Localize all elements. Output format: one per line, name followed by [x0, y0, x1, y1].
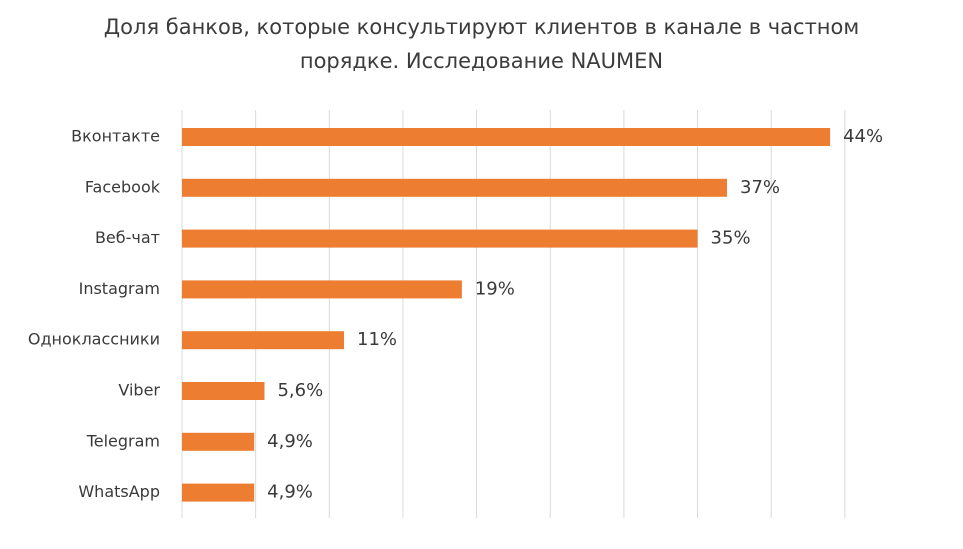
- chart-title-line-1: Доля банков, которые консультируют клиен…: [103, 15, 860, 39]
- gridlines: [181, 110, 846, 518]
- bar: [182, 382, 265, 400]
- value-label: 11%: [357, 329, 397, 350]
- chart-title-line-2: порядке. Исследование NAUMEN: [299, 49, 664, 73]
- category-label: Viber: [118, 381, 160, 400]
- bar: [182, 280, 462, 299]
- category-label: Facebook: [85, 177, 161, 196]
- value-label: 5,6%: [277, 380, 323, 401]
- bar: [182, 229, 698, 248]
- labels: Вконтакте 44% Facebook 37% Веб-чат 35% Instagr…: [28, 126, 883, 503]
- bar: [182, 483, 255, 502]
- category-label: Telegram: [86, 431, 160, 450]
- category-label: Instagram: [79, 279, 160, 298]
- value-label: 44%: [843, 126, 883, 147]
- category-label: Веб-чат: [95, 228, 160, 247]
- chart-title: Доля банков, которые консультируют клиен…: [0, 10, 963, 78]
- value-label: 37%: [740, 177, 780, 198]
- bar: [182, 432, 255, 451]
- value-label: 19%: [475, 278, 515, 299]
- bar: [182, 178, 728, 197]
- category-label: WhatsApp: [78, 482, 160, 501]
- value-label: 35%: [711, 228, 751, 249]
- value-label: 4,9%: [267, 482, 313, 503]
- value-label: 4,9%: [267, 431, 313, 452]
- bar: [182, 331, 345, 350]
- category-label: Одноклассники: [28, 330, 160, 349]
- bars: [182, 128, 831, 502]
- category-label: Вконтакте: [71, 127, 160, 146]
- bar: [182, 128, 831, 146]
